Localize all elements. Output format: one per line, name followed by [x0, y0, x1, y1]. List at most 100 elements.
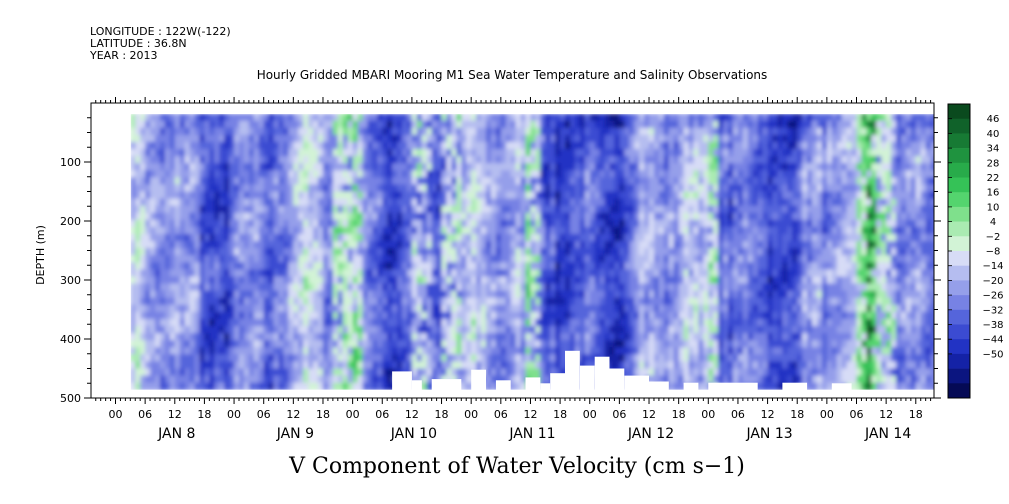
- colorbar-swatch: [948, 192, 970, 208]
- colorbar-label: −38: [982, 320, 1003, 331]
- x-tick-label: 06: [138, 408, 152, 421]
- no-data-gap: [624, 375, 649, 391]
- no-data-gap: [683, 382, 699, 391]
- x-day-label: JAN 12: [627, 426, 674, 442]
- no-data-gap: [649, 381, 669, 391]
- no-data-gap: [609, 368, 625, 391]
- colorbar-label: 4: [990, 217, 996, 228]
- x-tick-label: 12: [879, 408, 893, 421]
- no-data-gap: [550, 373, 565, 391]
- x-tick-label: 18: [435, 408, 449, 421]
- no-data-gap: [540, 383, 551, 391]
- x-tick-label: 06: [375, 408, 389, 421]
- colorbar-swatch: [948, 309, 970, 325]
- x-day-label: JAN 10: [390, 426, 437, 442]
- latitude-label: LATITUDE : 36.8N: [90, 37, 187, 50]
- velocity-field: [130, 113, 934, 391]
- x-tick-label: 12: [642, 408, 656, 421]
- no-data-bottom: [91, 389, 934, 398]
- x-tick-label: 00: [227, 408, 241, 421]
- colorbar-swatch: [948, 324, 970, 340]
- colorbar-label: −8: [986, 247, 1001, 258]
- x-tick-label: 00: [346, 408, 360, 421]
- colorbar-label: 46: [987, 114, 1000, 125]
- colorbar-swatch: [948, 206, 970, 222]
- y-axis-label: DEPTH (m): [34, 225, 47, 285]
- colorbar-swatch: [948, 118, 970, 134]
- x-tick-label: 00: [820, 408, 834, 421]
- colorbar-swatch: [948, 236, 970, 252]
- colorbar-label: 16: [987, 188, 1000, 199]
- x-day-label: JAN 9: [276, 426, 314, 442]
- colorbar-label: −2: [986, 232, 1001, 243]
- x-tick-label: 18: [790, 408, 804, 421]
- x-tick-label: 12: [761, 408, 775, 421]
- variable-label: V Component of Water Velocity (cm s−1): [289, 454, 745, 479]
- colorbar-swatch: [948, 162, 970, 178]
- colorbar-label: 10: [987, 202, 1000, 213]
- missing-data-mask: [91, 103, 934, 398]
- colorbar-swatch: [948, 133, 970, 149]
- x-tick-label: 06: [731, 408, 745, 421]
- colorbar-label: −26: [982, 291, 1003, 302]
- x-tick-label: 12: [286, 408, 300, 421]
- colorbar-swatch: [948, 251, 970, 266]
- no-data-gap: [431, 379, 462, 391]
- x-tick-label: 18: [316, 408, 330, 421]
- x-tick-label: 12: [168, 408, 182, 421]
- colorbar-swatch: [948, 265, 970, 281]
- x-tick-label: 18: [672, 408, 686, 421]
- x-tick-label: 18: [909, 408, 923, 421]
- no-data-gap: [594, 356, 610, 391]
- colorbar-swatch: [948, 104, 970, 119]
- colorbar-label: −50: [982, 349, 1003, 360]
- colorbar-label: −32: [982, 305, 1003, 316]
- y-tick-label: 400: [60, 333, 81, 346]
- no-data-gap: [565, 350, 580, 391]
- no-data-gap: [392, 371, 412, 391]
- x-tick-label: 06: [257, 408, 271, 421]
- no-data-gap: [579, 365, 595, 391]
- colorbar-label: 34: [987, 144, 1000, 155]
- colorbar-label: 28: [987, 158, 1000, 169]
- year-label: YEAR : 2013: [90, 49, 158, 62]
- colorbar: 46 40 34 28 22 16 10 4 −2 −8 −14 −20 −26 −32 −38 −44 −50: [947, 103, 1004, 399]
- no-data-gap: [782, 382, 808, 391]
- x-tick-label: 00: [109, 408, 123, 421]
- x-tick-label: 06: [494, 408, 508, 421]
- x-day-label: JAN 11: [508, 426, 555, 442]
- colorbar-label: 22: [987, 173, 1000, 184]
- x-day-label: JAN 13: [745, 426, 792, 442]
- no-data-gap: [471, 369, 486, 391]
- colorbar-swatch: [948, 177, 970, 193]
- no-data-top: [91, 103, 934, 115]
- x-tick-label: 18: [197, 408, 211, 421]
- colorbar-swatch: [948, 280, 970, 296]
- longitude-label: LONGITUDE : 122W(-122): [90, 25, 231, 38]
- x-tick-label: 00: [464, 408, 478, 421]
- colorbar-swatch: [948, 339, 970, 355]
- no-data-gap: [525, 377, 541, 391]
- chart-title: Hourly Gridded MBARI Mooring M1 Sea Wate…: [256, 68, 768, 82]
- x-tick-label: 12: [405, 408, 419, 421]
- no-data-gap: [708, 382, 758, 391]
- colorbar-label: −14: [982, 261, 1003, 272]
- colorbar-swatch: [948, 353, 970, 369]
- x-day-label: JAN 8: [157, 426, 195, 442]
- colorbar-label: −20: [982, 276, 1003, 287]
- colorbar-swatch: [948, 148, 970, 164]
- x-tick-label: 06: [612, 408, 626, 421]
- y-tick-label: 200: [60, 215, 81, 228]
- no-data-left: [91, 103, 131, 398]
- x-tick-label: 00: [701, 408, 715, 421]
- axes: 00 06 12 18 00 06 12 18 00 06 12 18 00 06 12 18 00 06 12 18…: [60, 97, 941, 442]
- no-data-gap: [411, 380, 422, 391]
- x-day-label: JAN 14: [864, 426, 911, 442]
- colorbar-label: −44: [982, 335, 1003, 346]
- x-tick-label: 18: [553, 408, 567, 421]
- x-tick-label: 12: [523, 408, 537, 421]
- colorbar-label: 40: [987, 129, 1000, 140]
- no-data-gap: [831, 383, 852, 391]
- y-tick-label: 100: [60, 156, 81, 169]
